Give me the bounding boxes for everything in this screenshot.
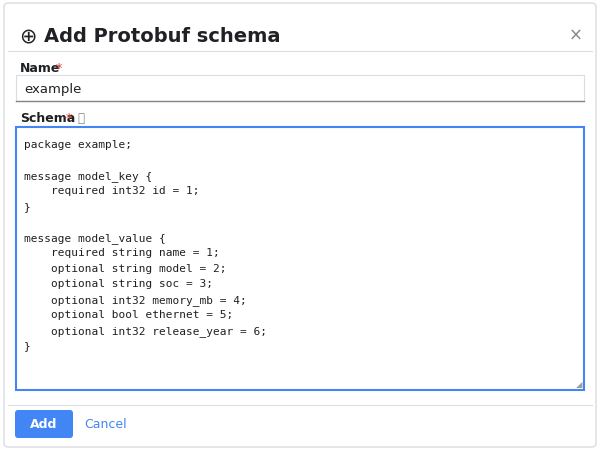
Text: ⓘ: ⓘ <box>77 111 84 124</box>
Text: ⊕: ⊕ <box>19 26 37 46</box>
Text: ◢: ◢ <box>575 379 582 388</box>
Text: *: * <box>52 61 62 74</box>
Text: optional int32 memory_mb = 4;: optional int32 memory_mb = 4; <box>24 295 247 305</box>
Text: }: } <box>24 341 31 351</box>
FancyBboxPatch shape <box>4 4 596 447</box>
Text: optional string model = 2;: optional string model = 2; <box>24 263 227 273</box>
Text: }: } <box>24 202 31 212</box>
Text: optional string soc = 3;: optional string soc = 3; <box>24 279 213 289</box>
FancyBboxPatch shape <box>15 410 73 438</box>
Text: Add: Add <box>31 418 58 431</box>
Text: ×: × <box>569 27 583 45</box>
Text: message model_value {: message model_value { <box>24 232 166 244</box>
FancyBboxPatch shape <box>16 128 584 390</box>
Text: Cancel: Cancel <box>84 418 127 431</box>
Text: optional bool ethernet = 5;: optional bool ethernet = 5; <box>24 310 233 320</box>
Text: required int32 id = 1;: required int32 id = 1; <box>24 186 199 196</box>
Text: example: example <box>24 83 82 95</box>
Text: Name: Name <box>20 61 61 74</box>
Text: required string name = 1;: required string name = 1; <box>24 248 220 258</box>
Text: *: * <box>62 111 72 124</box>
Text: optional int32 release_year = 6;: optional int32 release_year = 6; <box>24 325 267 336</box>
Bar <box>16 76 584 102</box>
Text: Schema: Schema <box>20 111 75 124</box>
Text: Add Protobuf schema: Add Protobuf schema <box>44 27 281 46</box>
Text: package example;: package example; <box>24 140 132 150</box>
Text: message model_key {: message model_key { <box>24 170 152 181</box>
